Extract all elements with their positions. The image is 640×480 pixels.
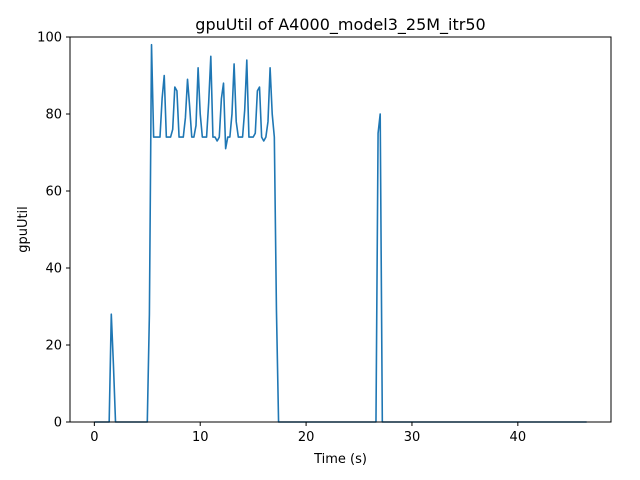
y-axis-label: gpuUtil <box>16 206 31 253</box>
x-tick-label: 30 <box>404 430 421 445</box>
x-tick-label: 0 <box>90 430 98 445</box>
x-tick-label: 20 <box>298 430 315 445</box>
x-tick-label: 40 <box>510 430 527 445</box>
axes-frame <box>69 36 612 423</box>
x-axis-ticks: 0 10 20 30 40 <box>90 422 526 445</box>
y-tick-label: 0 <box>54 416 62 431</box>
y-tick-label: 40 <box>45 262 62 277</box>
y-axis-ticks: 0 20 40 60 80 100 <box>37 31 70 431</box>
y-tick-label: 80 <box>45 108 62 123</box>
x-axis-label: Time (s) <box>313 452 367 467</box>
y-tick-label: 20 <box>45 339 62 354</box>
y-tick-label: 60 <box>45 185 62 200</box>
chart-title: gpuUtil of A4000_model3_25M_itr50 <box>195 15 485 35</box>
y-tick-label: 100 <box>37 31 62 46</box>
x-tick-label: 10 <box>192 430 209 445</box>
